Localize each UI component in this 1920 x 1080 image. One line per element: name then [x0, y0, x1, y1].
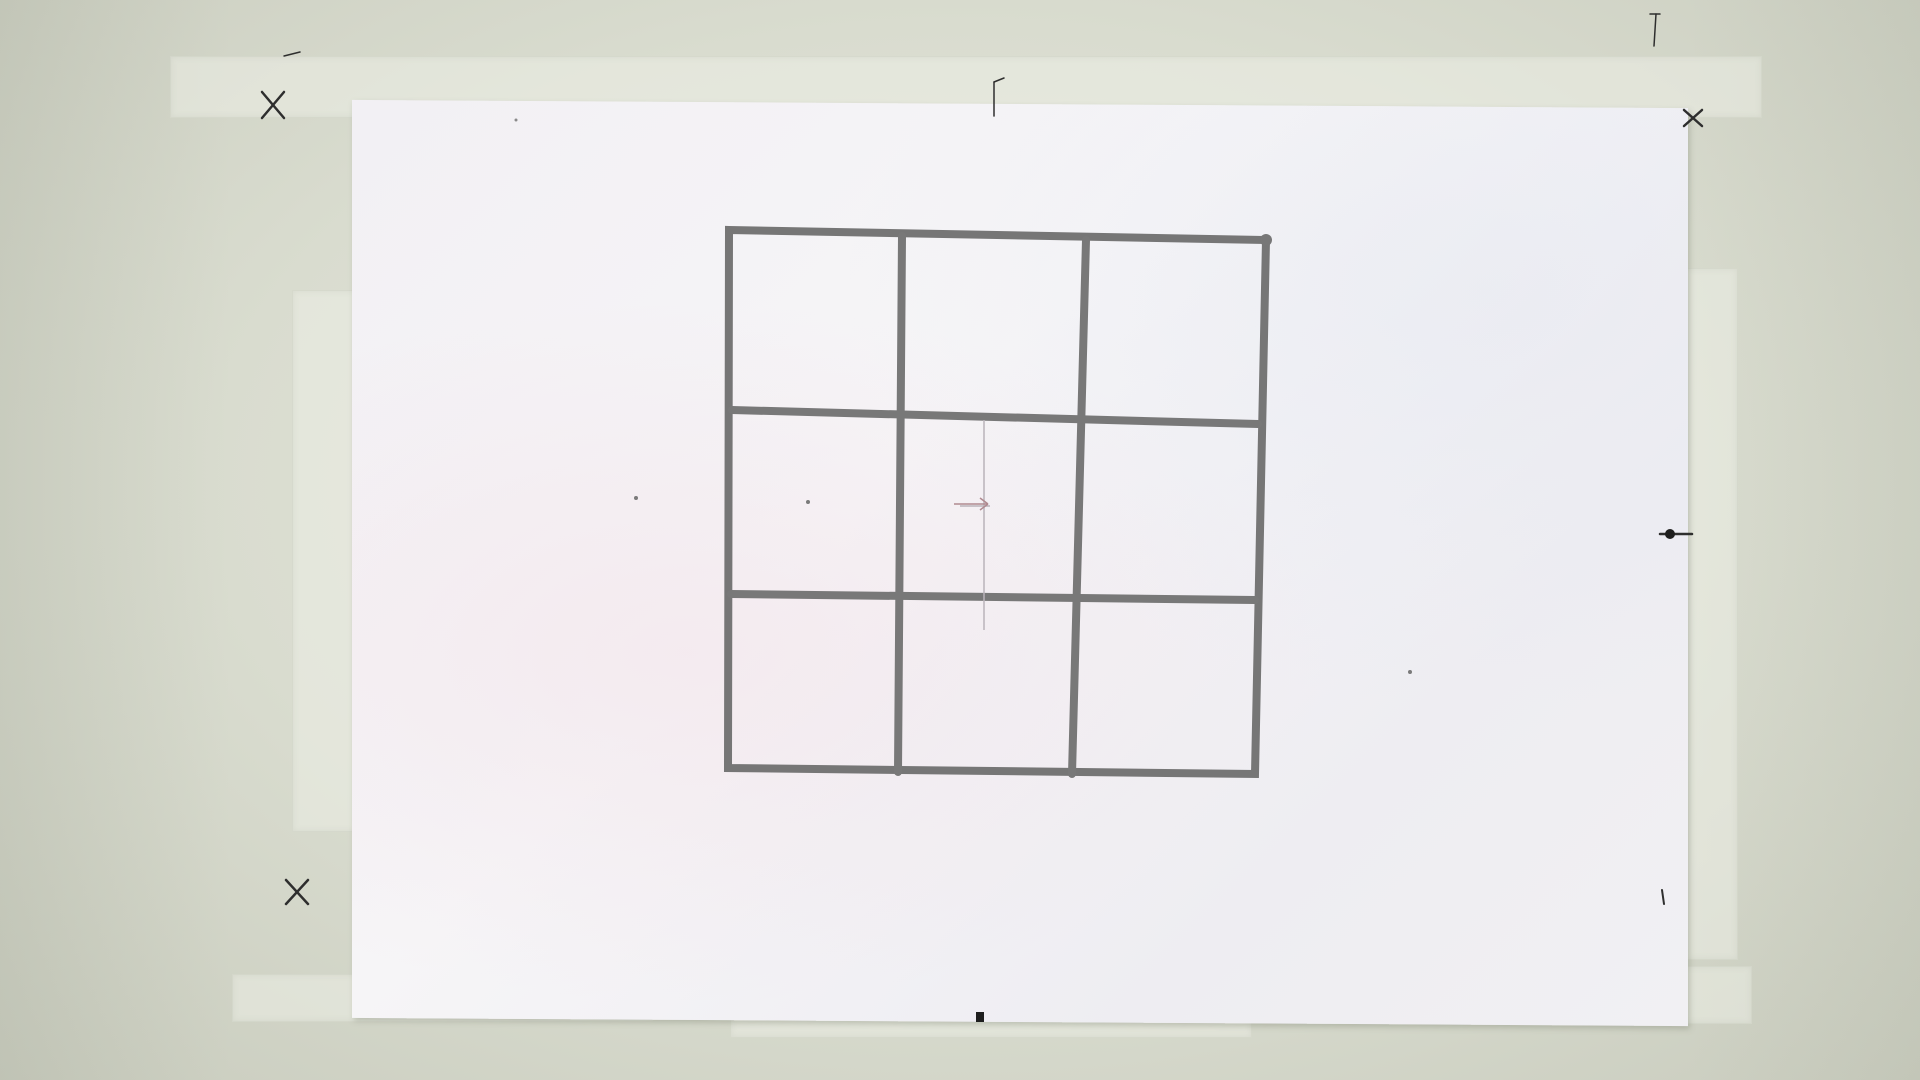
pencil-dot-2 — [806, 500, 810, 504]
marker-bottom-center — [976, 1012, 984, 1022]
tic-tac-toe-grid — [723, 225, 1272, 779]
center-arrow-mark — [954, 497, 989, 511]
grid-horizontal-line-2 — [727, 590, 1259, 604]
x-mark-bottom-left — [284, 878, 310, 906]
grid-vertical-line-1 — [894, 232, 906, 776]
x-mark-top-right — [1649, 13, 1704, 128]
pencil-dot-3 — [1408, 670, 1412, 674]
pencil-dot-4 — [514, 118, 518, 122]
pencil-dot-1 — [634, 496, 638, 500]
pencil-marks — [514, 118, 1412, 674]
marker-right-middle — [1658, 529, 1694, 539]
grid-horizontal-line-1 — [728, 406, 1262, 428]
tick-mark-top-center — [993, 77, 1005, 117]
x-mark-top-left — [260, 51, 301, 120]
grid-vertical-line-2 — [1068, 236, 1090, 778]
tape-strip-left — [292, 290, 358, 832]
marker-right-lower — [1661, 889, 1665, 905]
calibration-marks — [260, 13, 1704, 1022]
tape-strip-right — [1684, 268, 1738, 960]
grid-corner-dot — [1260, 234, 1272, 246]
